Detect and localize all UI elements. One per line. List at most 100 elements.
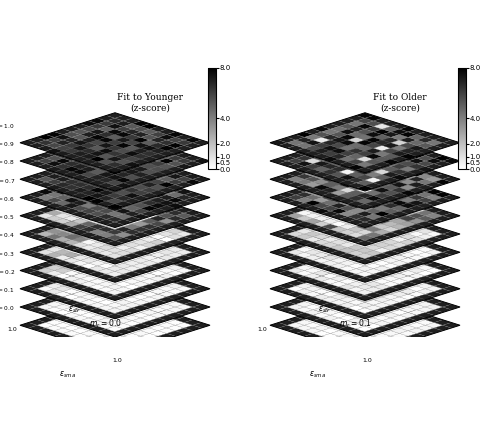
Polygon shape: [72, 195, 89, 200]
Polygon shape: [382, 137, 400, 143]
Polygon shape: [106, 209, 124, 215]
Polygon shape: [296, 239, 313, 245]
Polygon shape: [356, 333, 374, 339]
Polygon shape: [322, 294, 339, 299]
Polygon shape: [150, 187, 167, 192]
Polygon shape: [72, 184, 89, 190]
Polygon shape: [330, 285, 347, 291]
Polygon shape: [89, 202, 106, 208]
Polygon shape: [382, 161, 400, 167]
Polygon shape: [184, 252, 202, 258]
Polygon shape: [348, 177, 365, 183]
Polygon shape: [356, 332, 374, 337]
Polygon shape: [106, 290, 124, 295]
Polygon shape: [304, 184, 322, 190]
Polygon shape: [115, 190, 132, 195]
Polygon shape: [348, 216, 365, 221]
Polygon shape: [124, 275, 141, 280]
Polygon shape: [141, 242, 158, 247]
Polygon shape: [356, 294, 374, 299]
Polygon shape: [356, 255, 374, 261]
Polygon shape: [80, 325, 98, 331]
Polygon shape: [304, 286, 322, 291]
Polygon shape: [158, 158, 176, 164]
Polygon shape: [348, 176, 365, 181]
Polygon shape: [400, 227, 417, 232]
Polygon shape: [382, 307, 400, 313]
Polygon shape: [391, 310, 408, 315]
Polygon shape: [374, 317, 391, 322]
Polygon shape: [115, 267, 132, 272]
Polygon shape: [304, 262, 322, 268]
Polygon shape: [106, 304, 124, 310]
Polygon shape: [141, 202, 158, 208]
Polygon shape: [391, 193, 408, 198]
Polygon shape: [296, 247, 313, 252]
Polygon shape: [313, 309, 330, 314]
Polygon shape: [38, 237, 54, 242]
Polygon shape: [158, 257, 176, 262]
Polygon shape: [417, 265, 434, 270]
Polygon shape: [322, 286, 339, 291]
Polygon shape: [365, 154, 382, 159]
Polygon shape: [442, 322, 460, 328]
Polygon shape: [400, 210, 417, 216]
Polygon shape: [313, 318, 330, 323]
Polygon shape: [106, 279, 124, 284]
Polygon shape: [348, 243, 365, 249]
Polygon shape: [124, 294, 141, 299]
Polygon shape: [365, 132, 382, 137]
Polygon shape: [365, 212, 382, 218]
Polygon shape: [374, 299, 391, 304]
Polygon shape: [141, 328, 158, 333]
Polygon shape: [382, 209, 400, 214]
Polygon shape: [278, 234, 296, 239]
Polygon shape: [296, 270, 313, 276]
Polygon shape: [288, 135, 304, 140]
Polygon shape: [46, 192, 63, 198]
Polygon shape: [98, 331, 115, 336]
Polygon shape: [106, 202, 124, 208]
Polygon shape: [382, 245, 400, 250]
Polygon shape: [374, 208, 391, 213]
Polygon shape: [391, 247, 408, 253]
Polygon shape: [356, 180, 374, 186]
Polygon shape: [80, 307, 98, 313]
Polygon shape: [313, 228, 330, 234]
Polygon shape: [313, 190, 330, 195]
Polygon shape: [132, 276, 150, 281]
Polygon shape: [115, 167, 132, 172]
Polygon shape: [288, 273, 304, 279]
Polygon shape: [38, 310, 54, 315]
Polygon shape: [356, 131, 374, 137]
Polygon shape: [304, 231, 322, 237]
Polygon shape: [89, 280, 106, 286]
Polygon shape: [132, 214, 150, 219]
Polygon shape: [391, 255, 408, 261]
Polygon shape: [141, 147, 158, 153]
Polygon shape: [80, 305, 98, 310]
Polygon shape: [38, 218, 54, 224]
Polygon shape: [115, 203, 132, 209]
Polygon shape: [184, 283, 202, 289]
Polygon shape: [98, 302, 115, 307]
Polygon shape: [304, 190, 322, 195]
Polygon shape: [400, 291, 417, 296]
Polygon shape: [176, 195, 192, 200]
Polygon shape: [167, 210, 184, 216]
Polygon shape: [167, 192, 184, 198]
Polygon shape: [72, 237, 89, 242]
Polygon shape: [304, 280, 322, 286]
Polygon shape: [288, 208, 304, 213]
Polygon shape: [313, 272, 330, 278]
Polygon shape: [374, 297, 391, 302]
Polygon shape: [426, 226, 442, 231]
Polygon shape: [374, 137, 391, 142]
Polygon shape: [313, 221, 330, 227]
Polygon shape: [98, 234, 115, 239]
Polygon shape: [296, 179, 313, 185]
Polygon shape: [365, 183, 382, 188]
Polygon shape: [132, 245, 150, 250]
Polygon shape: [288, 213, 304, 218]
Polygon shape: [330, 267, 347, 272]
